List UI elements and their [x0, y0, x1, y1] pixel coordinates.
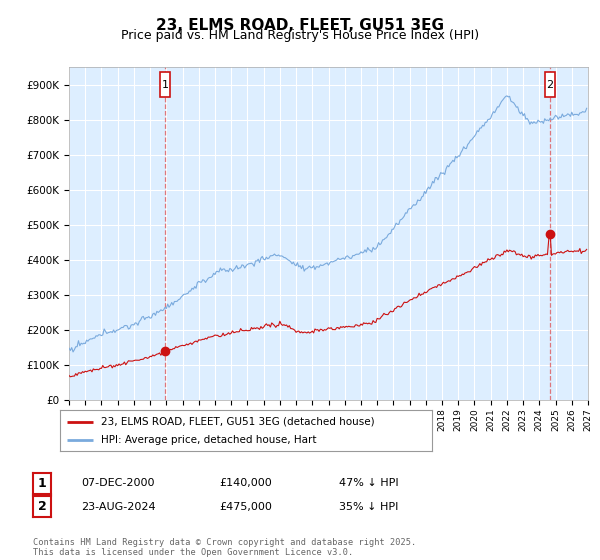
Text: 23, ELMS ROAD, FLEET, GU51 3EG: 23, ELMS ROAD, FLEET, GU51 3EG: [156, 18, 444, 34]
Text: £475,000: £475,000: [219, 502, 272, 512]
Text: 2: 2: [546, 80, 553, 90]
Text: 23, ELMS ROAD, FLEET, GU51 3EG (detached house): 23, ELMS ROAD, FLEET, GU51 3EG (detached…: [101, 417, 374, 427]
Text: 47% ↓ HPI: 47% ↓ HPI: [339, 478, 398, 488]
FancyBboxPatch shape: [160, 72, 170, 97]
Text: 1: 1: [161, 80, 169, 90]
Text: HPI: Average price, detached house, Hart: HPI: Average price, detached house, Hart: [101, 435, 316, 445]
Text: Contains HM Land Registry data © Crown copyright and database right 2025.
This d: Contains HM Land Registry data © Crown c…: [33, 538, 416, 557]
Text: Price paid vs. HM Land Registry's House Price Index (HPI): Price paid vs. HM Land Registry's House …: [121, 29, 479, 42]
Text: 2: 2: [38, 500, 46, 514]
Text: 1: 1: [38, 477, 46, 490]
FancyBboxPatch shape: [545, 72, 554, 97]
Text: 07-DEC-2000: 07-DEC-2000: [81, 478, 155, 488]
Text: 23-AUG-2024: 23-AUG-2024: [81, 502, 155, 512]
Text: £140,000: £140,000: [219, 478, 272, 488]
Text: 35% ↓ HPI: 35% ↓ HPI: [339, 502, 398, 512]
